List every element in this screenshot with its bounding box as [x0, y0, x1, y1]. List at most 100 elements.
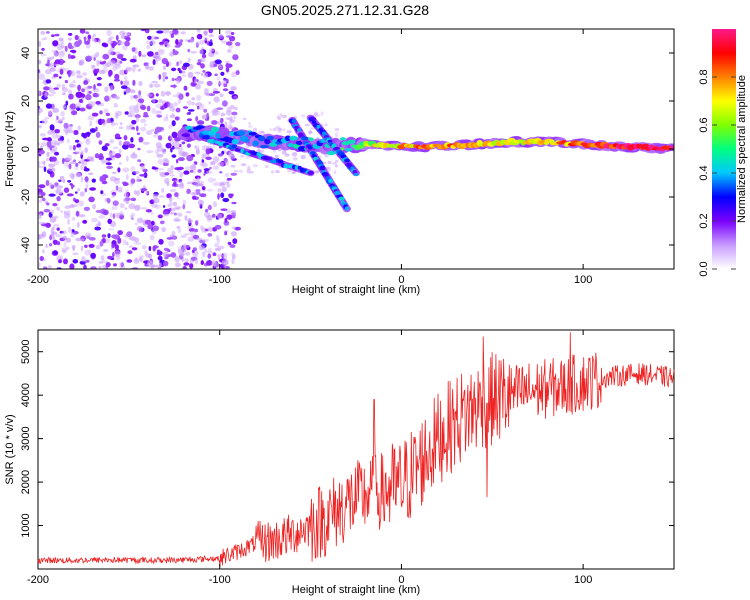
noise-speckle — [63, 241, 67, 248]
noise-speckle — [47, 130, 54, 135]
noise-speckle — [69, 263, 75, 269]
noise-speckle — [81, 150, 84, 156]
noise-speckle — [81, 132, 85, 137]
noise-speckle — [57, 138, 61, 141]
noise-speckle — [226, 107, 232, 113]
noise-speckle — [130, 236, 137, 242]
noise-speckle — [217, 81, 225, 86]
noise-speckle — [196, 29, 201, 33]
noise-speckle — [109, 139, 115, 144]
noise-speckle — [171, 77, 175, 82]
noise-speckle — [136, 190, 140, 197]
noise-speckle — [94, 153, 100, 159]
noise-speckle — [212, 213, 216, 218]
noise-speckle — [128, 143, 136, 149]
noise-speckle — [114, 212, 119, 219]
noise-speckle — [128, 110, 132, 114]
noise-speckle — [216, 76, 221, 81]
noise-speckle — [122, 44, 128, 51]
noise-speckle — [75, 191, 78, 194]
noise-speckle — [123, 80, 130, 86]
noise-speckle — [181, 251, 185, 257]
noise-speckle — [229, 244, 236, 249]
noise-speckle — [174, 116, 179, 121]
noise-speckle — [106, 197, 111, 204]
noise-speckle — [224, 231, 228, 236]
noise-speckle — [199, 49, 204, 55]
noise-speckle — [149, 40, 156, 46]
noise-speckle — [122, 32, 126, 37]
noise-speckle — [126, 31, 131, 36]
noise-speckle — [209, 166, 212, 170]
noise-speckle — [65, 100, 69, 106]
noise-speckle — [78, 200, 84, 207]
noise-speckle — [38, 40, 42, 48]
noise-speckle — [222, 197, 230, 203]
noise-speckle — [196, 62, 202, 66]
noise-speckle — [76, 74, 83, 79]
ridge-core — [231, 138, 239, 145]
y-tick-label: 20 — [20, 95, 32, 107]
noise-speckle — [158, 238, 164, 245]
noise-speckle — [38, 184, 46, 189]
noise-speckle — [240, 155, 245, 158]
streak-core — [334, 190, 341, 196]
streak-core — [231, 144, 237, 149]
noise-speckle — [106, 29, 112, 37]
noise-speckle — [125, 125, 132, 131]
noise-speckle — [163, 247, 170, 251]
noise-speckle — [118, 149, 122, 154]
spectrogram-x-ticks: -200 -100 0 100 — [27, 29, 592, 286]
noise-speckle — [138, 98, 145, 104]
y-tick-label: 3000 — [20, 426, 32, 450]
noise-speckle — [169, 135, 173, 140]
noise-speckle — [199, 103, 205, 111]
colorbar-tick-label: 0.4 — [698, 165, 710, 180]
noise-speckle — [231, 201, 237, 205]
noise-speckle — [145, 130, 153, 136]
noise-speckle — [83, 86, 90, 91]
noise-speckle — [130, 197, 137, 202]
noise-speckle — [228, 45, 234, 49]
noise-speckle — [48, 163, 56, 168]
ridge-core — [196, 125, 205, 129]
noise-speckle — [101, 234, 107, 238]
noise-speckle — [146, 45, 151, 49]
noise-speckle — [163, 260, 169, 267]
noise-speckle — [260, 130, 265, 134]
noise-speckle — [95, 131, 101, 138]
noise-speckle — [171, 67, 177, 72]
noise-speckle — [181, 151, 189, 157]
noise-speckle — [64, 79, 69, 84]
noise-speckle — [211, 260, 218, 267]
noise-speckle — [171, 154, 177, 158]
noise-speckle — [80, 164, 84, 171]
noise-speckle — [180, 234, 187, 239]
ridge-core — [185, 125, 193, 130]
noise-speckle — [197, 199, 204, 206]
noise-speckle — [122, 239, 127, 246]
noise-speckle — [84, 244, 88, 248]
noise-speckle — [162, 29, 170, 34]
noise-speckle — [83, 264, 87, 269]
noise-speckle — [138, 255, 145, 258]
noise-speckle — [252, 163, 259, 168]
streak-core — [328, 178, 334, 184]
noise-speckle — [58, 67, 66, 71]
colorbar-tick-label: 0.8 — [698, 69, 710, 84]
noise-speckle — [38, 60, 42, 65]
noise-speckle — [179, 39, 184, 43]
noise-speckle — [232, 54, 239, 61]
noise-speckle — [61, 247, 68, 254]
streak-core — [310, 151, 316, 155]
noise-speckle — [72, 159, 77, 162]
spectrogram-y-ticks: -40 -20 0 20 40 — [20, 47, 674, 253]
noise-speckle — [62, 92, 66, 96]
noise-speckle — [234, 226, 241, 231]
streak-core — [344, 206, 350, 211]
noise-speckle — [178, 157, 185, 162]
noise-speckle — [202, 238, 209, 242]
noise-speckle — [85, 95, 90, 99]
noise-speckle — [66, 193, 74, 197]
